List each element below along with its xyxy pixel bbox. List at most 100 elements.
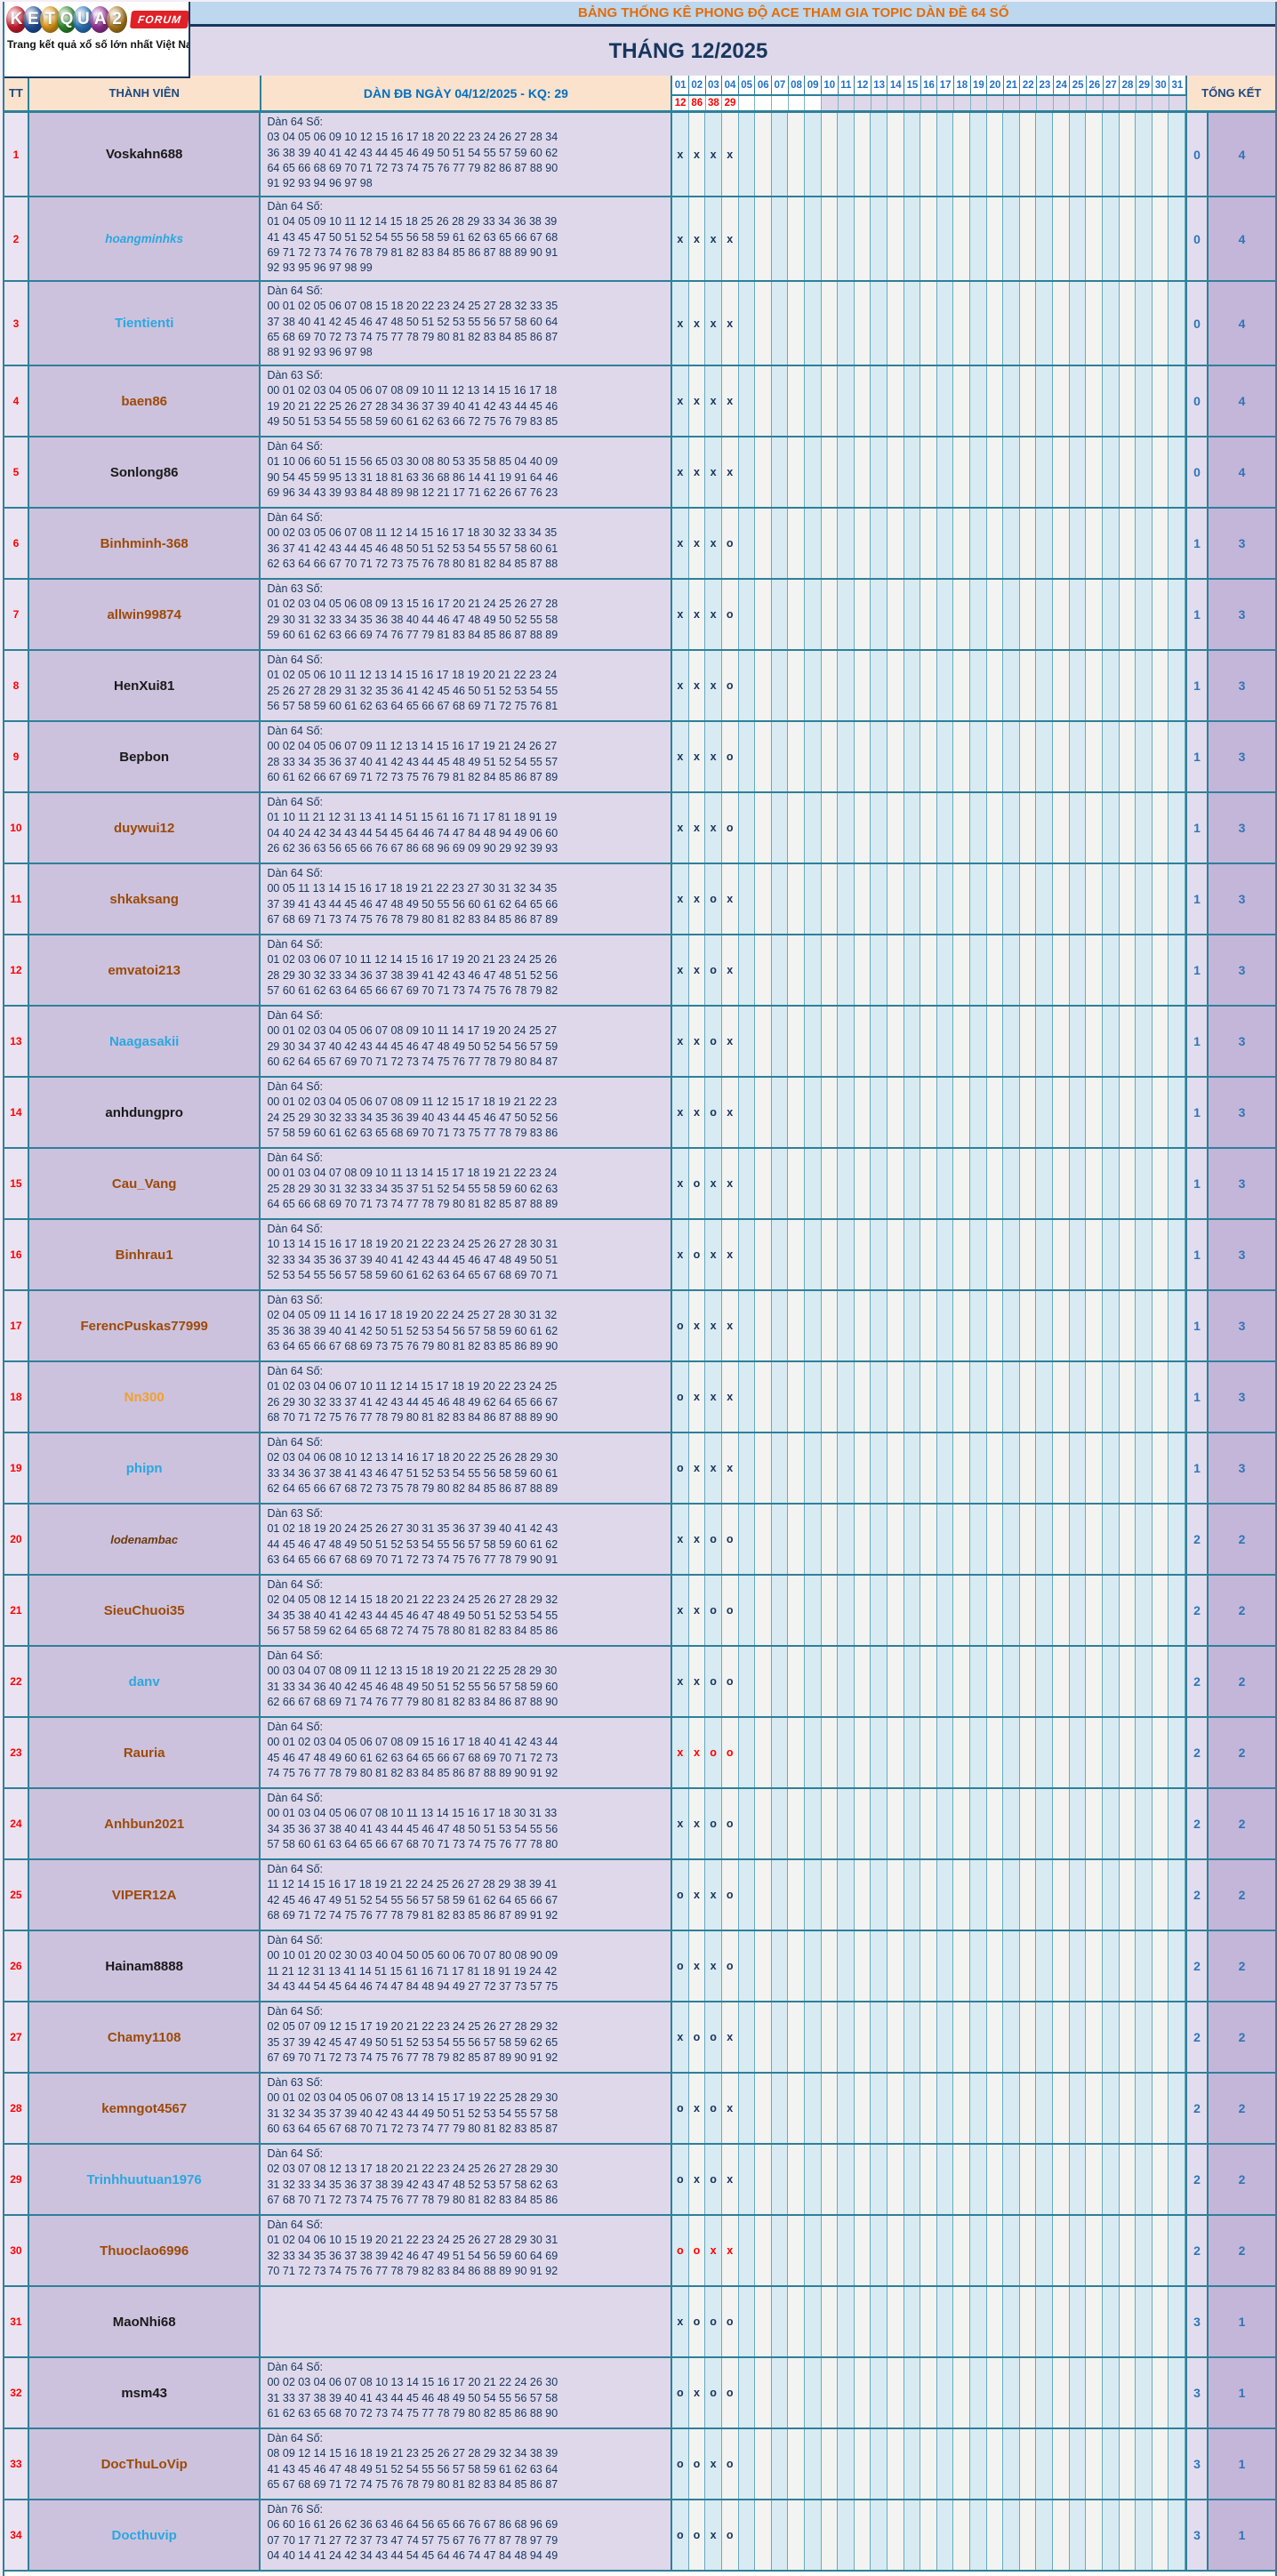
- mark-x: x: [688, 509, 706, 578]
- day-cell: [804, 2287, 822, 2356]
- day-cell: [986, 282, 1004, 365]
- member-name[interactable]: Anhbun2021: [104, 1816, 185, 1832]
- member-name[interactable]: Voskahn688: [105, 147, 183, 162]
- member-name[interactable]: anhdungpro: [105, 1104, 183, 1120]
- member-name[interactable]: baen86: [121, 393, 168, 409]
- member-name[interactable]: lodenambac: [110, 1532, 179, 1546]
- day-cell: [838, 1433, 855, 1503]
- member-name[interactable]: HenXui81: [113, 678, 175, 694]
- day-cell: [1169, 1007, 1185, 1076]
- day-cell: [804, 1860, 822, 1930]
- day-cell: [1019, 1647, 1037, 1716]
- member-name[interactable]: Rauria: [123, 1745, 165, 1761]
- day-cell: [1003, 2358, 1020, 2428]
- day-cell: [986, 1433, 1004, 1503]
- member-name[interactable]: Sonlong86: [109, 464, 179, 480]
- day-cell: [821, 1291, 839, 1360]
- day-cell: [936, 113, 954, 196]
- member-name[interactable]: Naagasakii: [108, 1033, 180, 1049]
- day-cell: [838, 1860, 855, 1930]
- member-name[interactable]: Cau_Vang: [111, 1176, 177, 1192]
- day-cell: [871, 2429, 887, 2499]
- day-cell: [821, 1718, 839, 1787]
- day-cell: [904, 1789, 921, 1858]
- member-name[interactable]: SieuChuoi35: [103, 1602, 185, 1618]
- day-cell: [1036, 935, 1054, 1005]
- member-name[interactable]: allwin99874: [107, 606, 181, 622]
- member-name[interactable]: Binhminh-368: [100, 535, 189, 551]
- day-cell: [804, 366, 822, 436]
- day-cell: [986, 1789, 1004, 1858]
- day-result-06: [755, 96, 773, 110]
- row-index: 8: [4, 651, 29, 720]
- day-cell: [771, 2500, 789, 2570]
- day-cell: [970, 1718, 987, 1787]
- member-name[interactable]: Tientienti: [114, 316, 174, 331]
- day-cell: [1169, 437, 1185, 507]
- member-name[interactable]: phipn: [125, 1460, 163, 1476]
- day-cell: [1102, 1647, 1120, 1716]
- member-name[interactable]: shkaksang: [109, 891, 179, 907]
- member-name[interactable]: msm43: [121, 2385, 168, 2401]
- day-cell: [821, 282, 839, 365]
- member-name[interactable]: duywui12: [113, 820, 175, 836]
- member-name[interactable]: Hainam8888: [105, 1958, 183, 1974]
- day-cell: [1169, 509, 1185, 578]
- day-cell: [838, 1789, 855, 1858]
- mark-o: o: [705, 2287, 722, 2356]
- mark-o: o: [688, 2429, 706, 2499]
- day-cell: [986, 2429, 1004, 2499]
- member-name[interactable]: DocThuLoVip: [100, 2456, 188, 2472]
- day-cell: [738, 1789, 756, 1858]
- day-cell: [986, 935, 1004, 1005]
- day-cell: [920, 1433, 937, 1503]
- mark-o: o: [721, 1505, 739, 1574]
- member-name[interactable]: MaoNhi68: [112, 2314, 176, 2330]
- day-cell: [920, 793, 937, 863]
- mark-x: x: [672, 113, 689, 196]
- mark-x: x: [705, 1220, 722, 1289]
- day-cell: [755, 1931, 772, 2001]
- day-result-16: [920, 96, 938, 110]
- table-row: 3 Tientienti Dàn 64 Số: 00 01 02 05 06 07 0…: [4, 282, 1275, 366]
- total-miss-count: 1: [1186, 1433, 1209, 1503]
- day-cell: [1119, 1931, 1136, 2001]
- day-cell: [953, 651, 971, 720]
- day-cell: [1053, 1576, 1070, 1645]
- day-cell: [771, 722, 789, 791]
- total-hit-count: 2: [1208, 2216, 1275, 2285]
- day-cell: [838, 2429, 855, 2499]
- day-cell: [755, 580, 772, 649]
- member-name[interactable]: Trinhhuutuan1976: [86, 2171, 202, 2187]
- day-cell: [1102, 1789, 1120, 1858]
- total-miss-count: 2: [1186, 1789, 1209, 1858]
- member-name[interactable]: kemngot4567: [101, 2100, 188, 2116]
- day-cell: [1069, 1789, 1087, 1858]
- member-name[interactable]: emvatoi213: [108, 962, 181, 978]
- member-name[interactable]: danv: [128, 1673, 160, 1689]
- day-cell: [821, 1220, 839, 1289]
- dan-line: 34 43 44 54 45 64 46 74 47 84 48 94 49 2…: [267, 1979, 558, 1993]
- member-cell: Hainam8888: [28, 1931, 261, 2001]
- table-row: 33 DocThuLoVip Dàn 64 Số: 08 09 12 14 15 16…: [4, 2429, 1275, 2500]
- member-name[interactable]: Docthuvip: [111, 2527, 177, 2543]
- day-cell: [1036, 1007, 1054, 1076]
- member-name[interactable]: hoangminhks: [105, 232, 184, 245]
- day-cell: [1169, 935, 1185, 1005]
- day-cell: [1019, 580, 1037, 649]
- day-cell: [871, 580, 887, 649]
- dan-label: Dàn 64 Số:: [267, 867, 324, 879]
- member-name[interactable]: Binhrau1: [115, 1247, 173, 1263]
- member-name[interactable]: FerencPuskas77999: [80, 1318, 208, 1334]
- member-name[interactable]: Bepbon: [119, 749, 170, 765]
- member-name[interactable]: VIPER12A: [111, 1887, 177, 1903]
- day-cell: [738, 2002, 756, 2072]
- member-name[interactable]: Nn300: [124, 1389, 165, 1405]
- site-logo[interactable]: K E T Q U A 2 FORUM Trang kết quả xổ số lớn nhấ…: [4, 2, 190, 78]
- day-cell: [738, 1149, 756, 1218]
- member-name[interactable]: Thuoclao6996: [100, 2243, 189, 2259]
- member-name[interactable]: Chamy1108: [107, 2029, 181, 2045]
